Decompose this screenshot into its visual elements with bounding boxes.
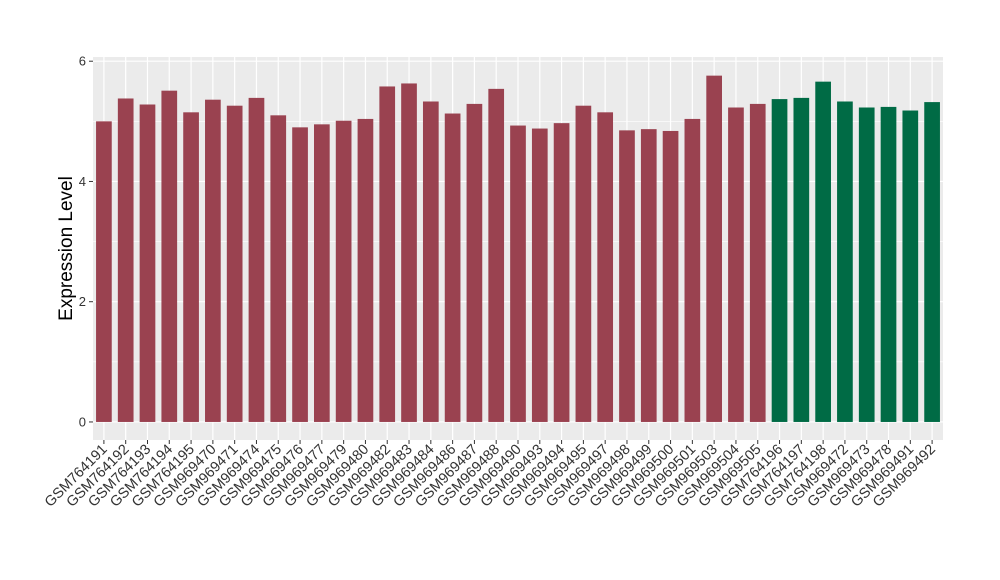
bar: [96, 121, 112, 422]
bar: [815, 81, 831, 422]
bar: [401, 83, 417, 422]
y-axis-title: Expression Level: [56, 176, 77, 321]
bar: [270, 115, 287, 422]
bar: [510, 125, 526, 422]
bar: [466, 103, 483, 422]
y-tick-label: 0: [79, 414, 86, 429]
bar: [684, 118, 701, 422]
bars: [96, 75, 940, 422]
bar: [902, 110, 919, 422]
bar: [444, 113, 461, 422]
bar: [640, 129, 657, 422]
bar: [248, 97, 265, 422]
bar: [880, 106, 897, 422]
y-tick-label: 2: [79, 294, 86, 309]
bar: [793, 97, 810, 422]
bar: [357, 118, 374, 422]
bar: [728, 107, 744, 422]
bar: [597, 112, 614, 422]
y-tick-label: 4: [79, 174, 86, 189]
bar: [575, 105, 592, 422]
x-axis: GSM764191GSM764192GSM764193GSM764194GSM7…: [42, 440, 939, 510]
bar: [553, 123, 570, 422]
y-tick-label: 6: [79, 54, 86, 69]
bar: [292, 127, 308, 422]
bar: [161, 90, 178, 422]
bar: [205, 99, 221, 422]
bar: [422, 101, 439, 422]
bar: [335, 120, 352, 422]
bar: [531, 128, 548, 422]
bar: [619, 130, 635, 422]
bar: [662, 130, 679, 422]
bar: [749, 103, 766, 422]
bar: [488, 88, 505, 422]
bar: [139, 104, 156, 422]
bar: [117, 98, 134, 422]
bar: [771, 99, 788, 422]
bar: [706, 75, 722, 422]
bar: [183, 112, 199, 422]
bar: [858, 107, 875, 422]
y-axis: 0 2 4 6: [79, 54, 93, 429]
bar: [314, 124, 330, 422]
bar: [924, 102, 940, 422]
bar: [837, 101, 853, 422]
bar: [379, 86, 396, 422]
bar: [226, 105, 243, 422]
